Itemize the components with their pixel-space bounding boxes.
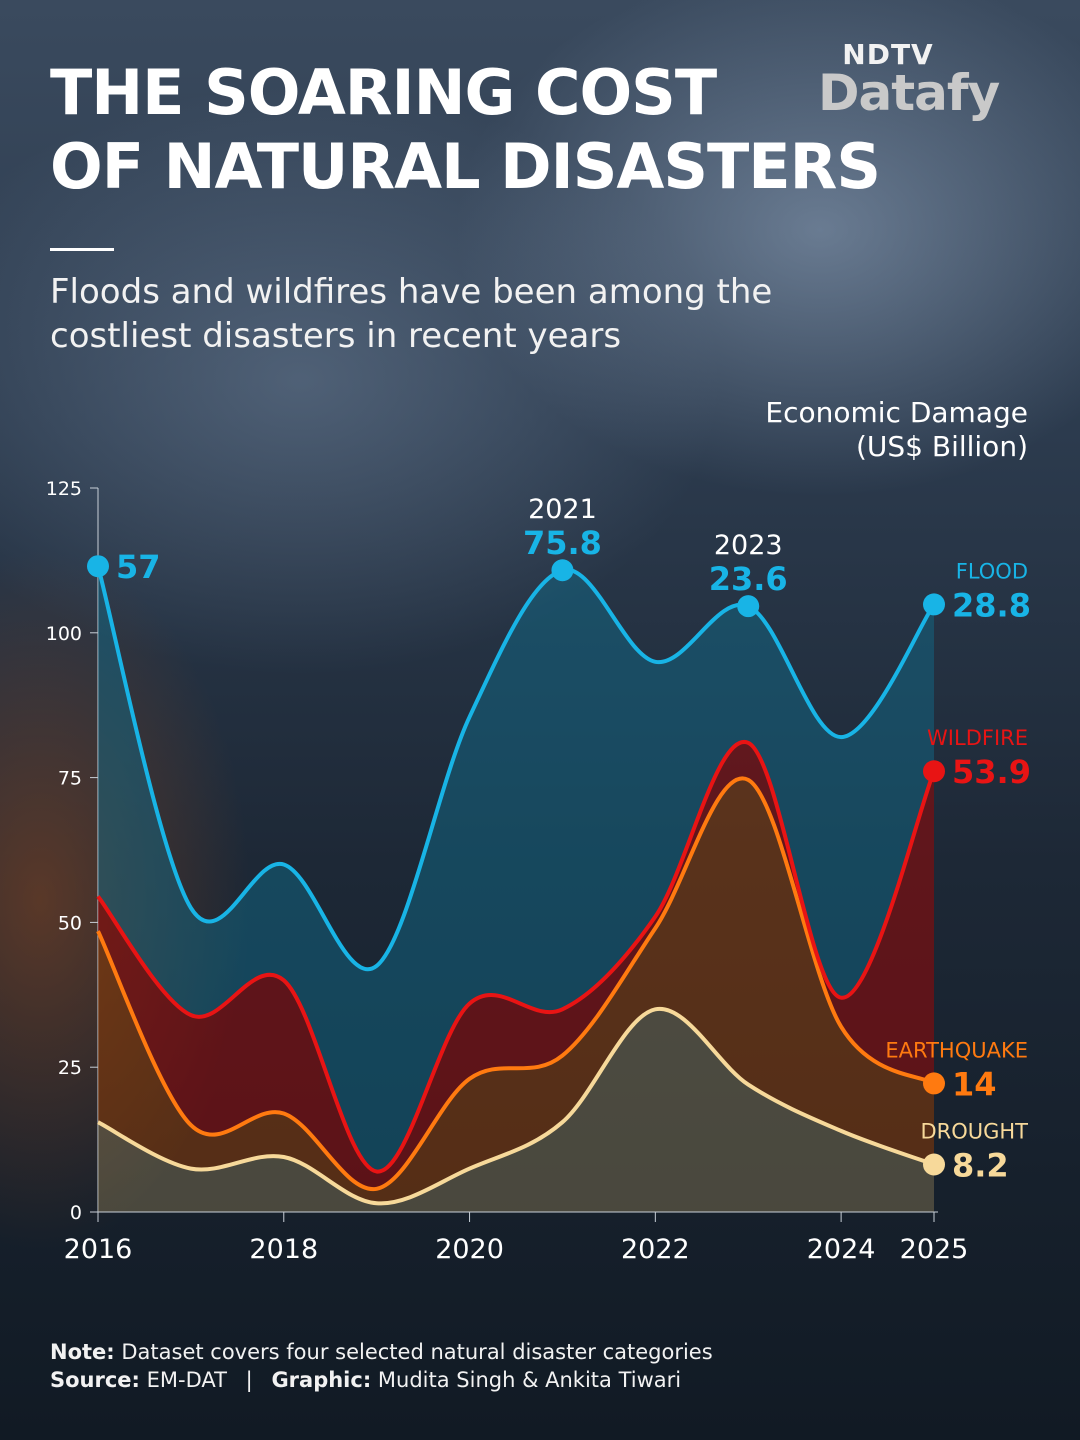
data-points xyxy=(87,555,945,1176)
y-tick-label: 25 xyxy=(58,1057,82,1079)
flood-value-label: 57 xyxy=(116,548,161,586)
y-axis: 0 25 50 75 100 125 xyxy=(46,478,99,1224)
footer-note: Note: Dataset covers four selected natur… xyxy=(50,1338,1030,1366)
earthquake-point-2025 xyxy=(923,1072,945,1095)
title-divider xyxy=(50,248,114,251)
drought-line xyxy=(97,1007,935,1206)
wildfire-series-name: WILDFIRE xyxy=(927,726,1028,750)
wildfire-line xyxy=(96,740,936,1174)
source-text: EM-DAT xyxy=(146,1368,227,1392)
credits-separator: | xyxy=(245,1368,253,1392)
flood-year-label: 2021 xyxy=(528,494,597,525)
drought-area xyxy=(98,1008,934,1212)
y-axis-unit-label: Economic Damage (US$ Billion) xyxy=(765,396,1028,464)
graphic-label: Graphic: xyxy=(271,1368,372,1392)
source-label: Source: xyxy=(50,1368,140,1392)
flood-value-label: 23.6 xyxy=(709,560,788,598)
x-tick-label: 2024 xyxy=(807,1234,876,1265)
chart-title-line-1: THE SOARING COST xyxy=(50,56,717,129)
graphic-text: Mudita Singh & Ankita Tiwari xyxy=(377,1368,682,1392)
y-tick-label: 50 xyxy=(58,912,82,934)
x-axis: 2016 2018 2020 2022 2024 2025 xyxy=(64,1211,969,1265)
x-tick-label: 2020 xyxy=(435,1234,504,1265)
wildfire-value-label: 53.9 xyxy=(952,753,1031,791)
chart-title-line-2: OF NATURAL DISASTERS xyxy=(50,130,881,203)
x-tick-label: 2016 xyxy=(64,1234,133,1265)
drought-value-label: 8.2 xyxy=(952,1147,1009,1185)
footer-credits: Source: EM-DAT | Graphic: Mudita Singh &… xyxy=(50,1366,1030,1394)
x-tick-label: 2022 xyxy=(621,1234,690,1265)
logo-datafy-text: Datafy xyxy=(818,64,1000,122)
flood-line xyxy=(96,565,936,972)
footer: Note: Dataset covers four selected natur… xyxy=(50,1338,1030,1394)
note-label: Note: xyxy=(50,1340,115,1364)
chart-subtitle: Floods and wildfires have been among the… xyxy=(50,272,773,356)
flood-series-name: FLOOD xyxy=(956,559,1028,583)
x-tick-label: 2018 xyxy=(249,1234,318,1265)
unit-line-2: (US$ Billion) xyxy=(855,430,1028,463)
unit-line-1: Economic Damage xyxy=(765,396,1028,429)
brand-logo: NDTV Datafy xyxy=(818,38,1018,122)
y-tick-label: 75 xyxy=(58,768,82,790)
earthquake-series-name: EARTHQUAKE xyxy=(885,1038,1028,1062)
wildfire-point-2025 xyxy=(923,760,945,783)
earthquake-line xyxy=(96,776,936,1191)
y-tick-label: 125 xyxy=(46,478,82,500)
flood-point-2025 xyxy=(923,593,945,616)
earthquake-area xyxy=(98,778,934,1204)
earthquake-value-label: 14 xyxy=(952,1065,997,1103)
note-text: Dataset covers four selected natural dis… xyxy=(121,1340,713,1364)
wildfire-area xyxy=(98,741,934,1190)
x-tick-label: 2025 xyxy=(900,1234,969,1265)
flood-point-2023 xyxy=(737,595,760,618)
drought-series-name: DROUGHT xyxy=(920,1120,1028,1144)
flood-value-label: 75.8 xyxy=(523,524,602,562)
drought-point-2025 xyxy=(923,1153,945,1176)
chart-title: THE SOARING COST OF NATURAL DISASTERS xyxy=(50,56,930,204)
series-lines xyxy=(96,565,936,1206)
flood-value-label: 28.8 xyxy=(952,586,1031,624)
flood-year-label: 2023 xyxy=(714,530,783,561)
flood-point-2021 xyxy=(551,559,574,582)
y-tick-label: 100 xyxy=(46,623,82,645)
logo-ndtv-text: NDTV xyxy=(842,38,934,71)
flood-point-2016 xyxy=(87,555,109,578)
y-tick-label: 0 xyxy=(70,1202,82,1224)
